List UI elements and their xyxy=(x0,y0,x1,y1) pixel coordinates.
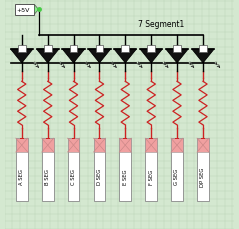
FancyBboxPatch shape xyxy=(96,46,103,53)
Bar xyxy=(119,139,131,202)
Text: 7 Segment1: 7 Segment1 xyxy=(138,19,184,29)
Polygon shape xyxy=(114,50,136,63)
Bar xyxy=(42,139,54,202)
Bar xyxy=(119,139,131,153)
Polygon shape xyxy=(140,50,162,63)
Polygon shape xyxy=(166,50,188,63)
Bar xyxy=(171,139,183,202)
FancyBboxPatch shape xyxy=(70,46,77,53)
Bar xyxy=(171,139,183,153)
Bar xyxy=(145,139,157,153)
Text: +5V: +5V xyxy=(16,8,30,13)
FancyBboxPatch shape xyxy=(44,46,52,53)
Bar xyxy=(68,139,80,202)
Text: DP SEG: DP SEG xyxy=(201,167,206,186)
Text: A SEG: A SEG xyxy=(19,168,24,184)
Bar xyxy=(197,139,209,153)
Text: C SEG: C SEG xyxy=(71,168,76,184)
Bar xyxy=(16,139,28,202)
Text: E SEG: E SEG xyxy=(123,169,128,184)
Bar xyxy=(42,139,54,153)
Text: D SEG: D SEG xyxy=(97,168,102,184)
Bar xyxy=(68,139,80,153)
Bar xyxy=(197,139,209,202)
FancyBboxPatch shape xyxy=(18,46,26,53)
Bar xyxy=(145,139,157,202)
FancyBboxPatch shape xyxy=(121,46,129,53)
Text: G SEG: G SEG xyxy=(174,168,179,184)
Polygon shape xyxy=(11,50,33,63)
Bar xyxy=(16,139,28,153)
Text: F SEG: F SEG xyxy=(149,169,154,184)
FancyBboxPatch shape xyxy=(199,46,207,53)
Polygon shape xyxy=(34,5,38,15)
Polygon shape xyxy=(192,50,214,63)
Bar xyxy=(93,139,105,202)
FancyBboxPatch shape xyxy=(15,5,34,16)
Text: B SEG: B SEG xyxy=(45,168,50,184)
FancyBboxPatch shape xyxy=(147,46,155,53)
Polygon shape xyxy=(62,50,85,63)
FancyBboxPatch shape xyxy=(173,46,181,53)
Bar xyxy=(93,139,105,153)
Polygon shape xyxy=(37,50,59,63)
Polygon shape xyxy=(88,50,111,63)
